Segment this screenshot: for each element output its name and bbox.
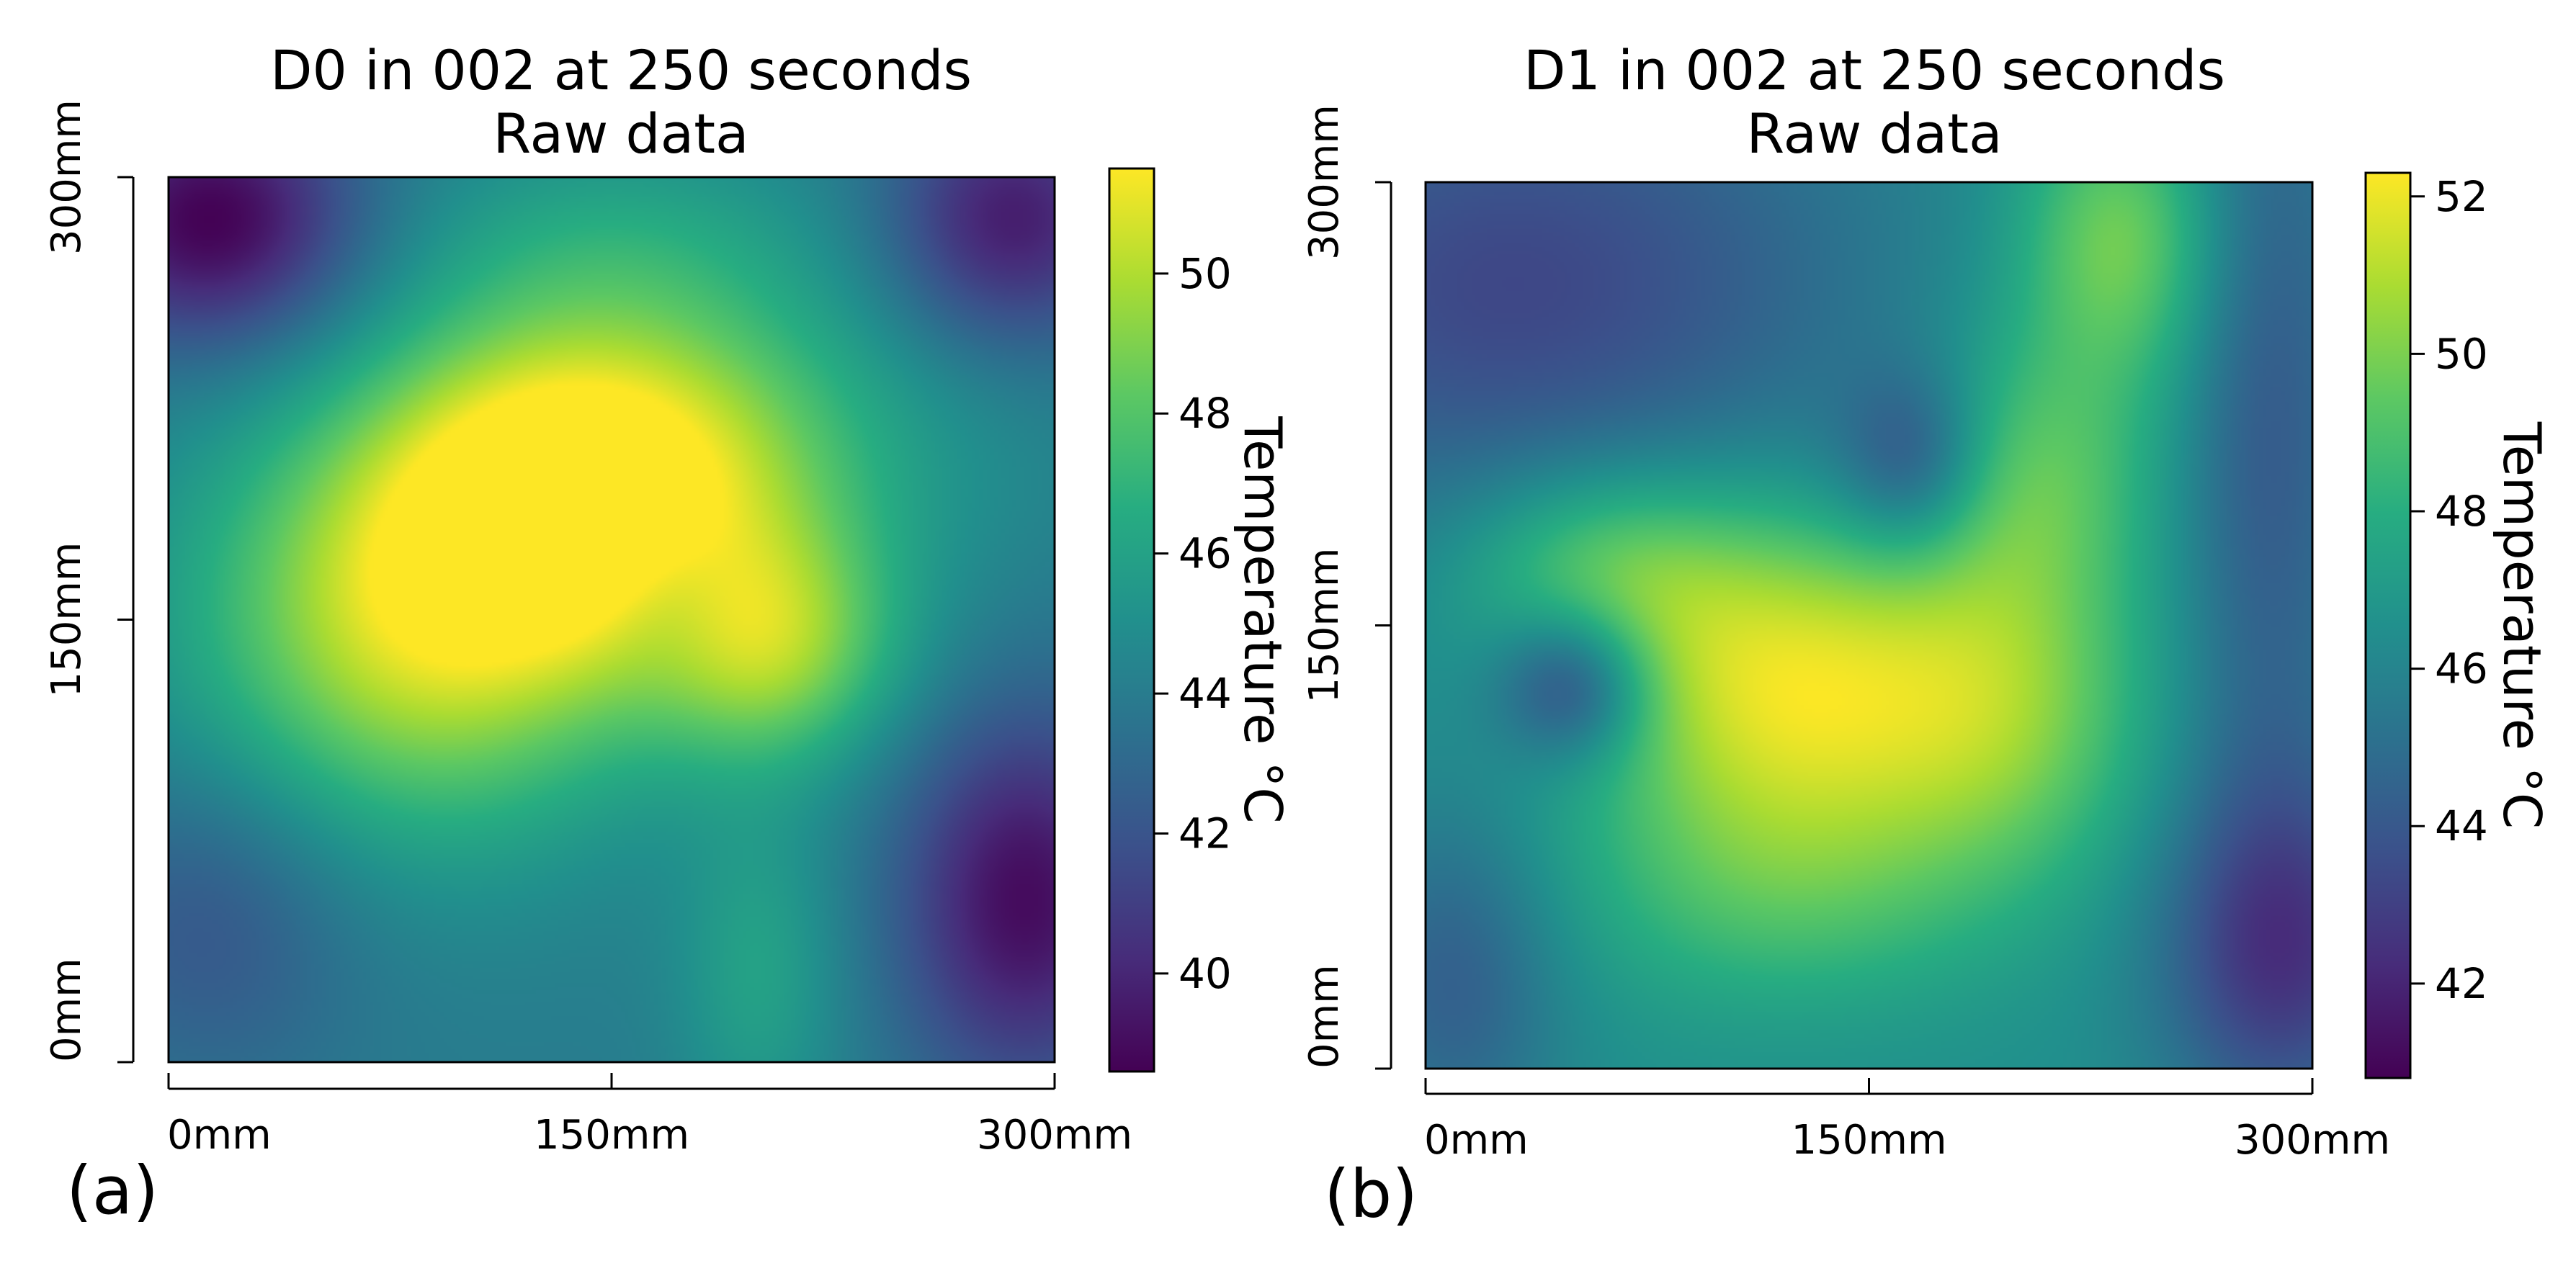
heatmap-image xyxy=(1426,182,2312,1069)
x-tick-label: 150mm xyxy=(534,1112,689,1159)
y-tick-label: 150mm xyxy=(43,542,90,698)
colorbar-tick-label: 48 xyxy=(1179,389,1232,438)
x-tick-label: 300mm xyxy=(2235,1117,2390,1164)
colorbar xyxy=(1108,167,1155,1073)
y-tick-label: 0mm xyxy=(43,958,90,1062)
y-tick-label: 150mm xyxy=(1301,548,1348,704)
heatmap-frame xyxy=(1424,181,2314,1070)
chart-title: D1 in 002 at 250 seconds xyxy=(1524,38,2225,102)
colorbar-tick-label: 46 xyxy=(1179,529,1232,578)
colorbar xyxy=(2364,171,2412,1079)
x-tick-label: 150mm xyxy=(1792,1117,1947,1164)
x-tick-label: 0mm xyxy=(167,1112,272,1159)
heatmap-image xyxy=(169,177,1055,1062)
colorbar-tick-label: 50 xyxy=(2435,329,2488,378)
colorbar-tick-label: 50 xyxy=(1179,249,1232,298)
x-tick-label: 0mm xyxy=(1424,1117,1529,1164)
colorbar-tick-label: 42 xyxy=(2435,959,2488,1008)
colorbar-tick-label: 44 xyxy=(1179,669,1232,718)
colorbar-tick-label: 44 xyxy=(2435,801,2488,850)
panel-label: (b) xyxy=(1324,1156,1418,1233)
heatmap-frame xyxy=(167,176,1056,1064)
y-tick-label: 0mm xyxy=(1301,964,1348,1069)
panel-label: (a) xyxy=(66,1152,158,1229)
y-tick-label: 300mm xyxy=(1301,104,1348,260)
colorbar-tick-label: 46 xyxy=(2435,644,2488,693)
x-tick-label: 300mm xyxy=(977,1112,1132,1159)
y-tick-label: 300mm xyxy=(43,99,90,255)
colorbar-tick-label: 40 xyxy=(1179,949,1232,998)
colorbar-tick-label: 48 xyxy=(2435,487,2488,536)
colorbar-label: Temperature °C xyxy=(1233,415,1293,823)
colorbar-tick-label: 42 xyxy=(1179,809,1232,858)
chart-subtitle: Raw data xyxy=(493,102,748,166)
chart-subtitle: Raw data xyxy=(1746,102,2002,166)
chart-title: D0 in 002 at 250 seconds xyxy=(270,38,972,102)
colorbar-tick-label: 52 xyxy=(2435,172,2488,221)
colorbar-label: Temperature °C xyxy=(2492,421,2552,829)
